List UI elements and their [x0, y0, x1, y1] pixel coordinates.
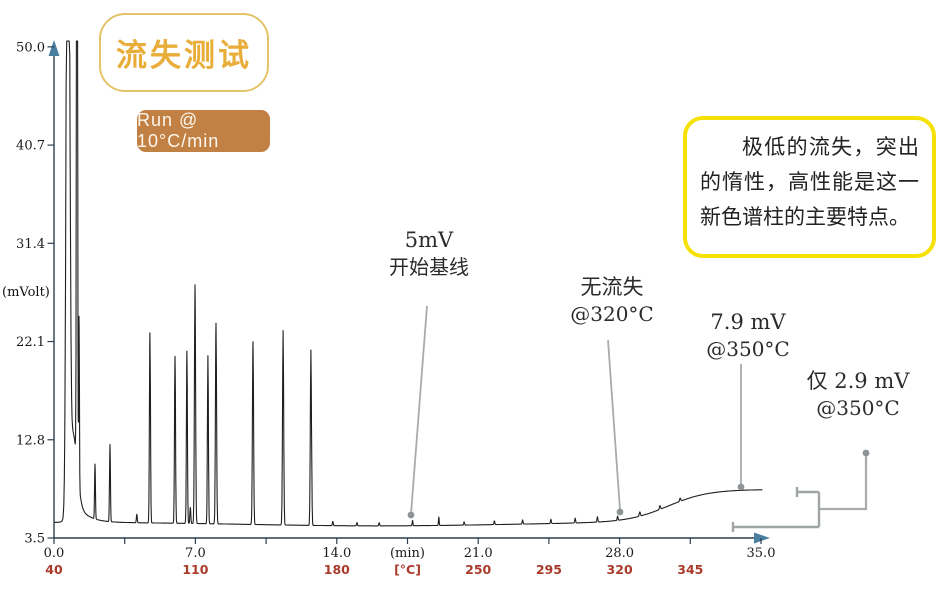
annotation-7-9mv-temp: @350°C — [706, 337, 790, 361]
annotation-no-bleed-temp: @320°C — [570, 302, 654, 326]
leader-dot-icon — [616, 508, 624, 516]
annotation-2-9mv: 仅 2.9 mV @350°C — [788, 368, 928, 422]
annotation-start-baseline: 5mV 开始基线 — [354, 227, 504, 281]
y-tick-label: 31.4 — [16, 237, 45, 252]
leader-dot-icon — [737, 483, 745, 491]
x-tick-label-temp: 345 — [677, 562, 703, 577]
x-tick-label-temp: 110 — [182, 562, 208, 577]
y-axis-arrow-icon — [48, 40, 60, 56]
x-tick-label-temp: 180 — [324, 562, 350, 577]
x-tick-label-min: 28.0 — [605, 546, 634, 561]
y-tick-label: 3.5 — [24, 532, 45, 547]
annotation-start-baseline-caption: 开始基线 — [389, 255, 469, 279]
title-badge: 流失测试 — [99, 13, 269, 92]
x-tick-label-temp: 320 — [607, 562, 633, 577]
callout-text: 极低的流失，突出的惰性，高性能是这一新色谱柱的主要特点。 — [700, 135, 919, 229]
x-axis-arrow-icon — [754, 532, 770, 544]
run-rate-label: Run @ 10°C/min — [137, 110, 220, 151]
callout-box: 极低的流失，突出的惰性，高性能是这一新色谱柱的主要特点。 — [683, 116, 936, 258]
annotation-leader-line — [607, 339, 621, 511]
annotation-no-bleed-caption: 无流失 — [580, 275, 644, 299]
x-tick-label-min: 7.0 — [185, 546, 206, 561]
annotation-no-bleed: 无流失 @320°C — [542, 274, 682, 328]
x-tick-label-min: 0.0 — [44, 546, 65, 561]
x-tick-label-min: 21.0 — [464, 546, 493, 561]
leader-dot-icon — [862, 449, 870, 457]
page-title: 流失测试 — [116, 38, 252, 74]
x-tick-label-temp: 40 — [45, 562, 63, 577]
annotation-7-9mv: 7.9 mV @350°C — [678, 309, 818, 363]
leader-dot-icon — [407, 511, 415, 519]
y-tick-label: 12.8 — [16, 433, 45, 448]
y-tick-label: 40.7 — [16, 139, 45, 154]
y-tick-label: 22.1 — [16, 335, 45, 350]
x-tick-label-temp: 250 — [465, 562, 491, 577]
annotation-2-9mv-temp: @350°C — [816, 396, 900, 420]
x-tick-label-temp: [°C] — [394, 562, 421, 577]
annotation-start-baseline-value: 5mV — [404, 228, 454, 252]
x-tick-label-min: 35.0 — [747, 546, 776, 561]
y-axis-unit-label: (mVolt) — [2, 285, 50, 300]
annotation-2-9mv-value: 仅 2.9 mV — [806, 369, 910, 393]
annotation-7-9mv-value: 7.9 mV — [710, 310, 786, 334]
chromatogram-trace — [54, 40, 763, 527]
elbow-leader-line — [819, 453, 868, 511]
x-tick-label-min: (min) — [390, 546, 425, 561]
x-tick-label-min: 14.0 — [322, 546, 351, 561]
x-tick-label-temp: 295 — [536, 562, 562, 577]
annotation-leader-line — [410, 305, 428, 515]
run-rate-badge: Run @ 10°C/min — [137, 110, 270, 152]
y-tick-label: 50.0 — [16, 40, 45, 55]
